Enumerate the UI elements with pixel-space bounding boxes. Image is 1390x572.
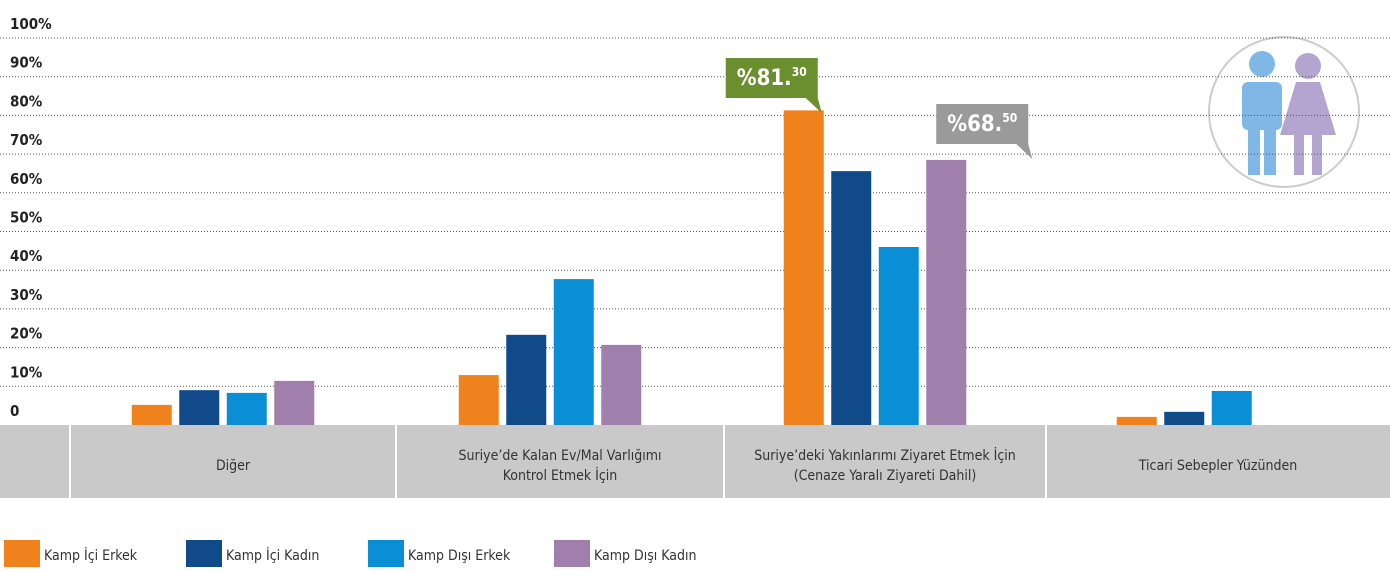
x-tick-line: Suriye’de Kalan Ev/Mal Varlığımı [459, 448, 662, 464]
legend-label: Kamp Dışı Erkek [408, 548, 511, 564]
bar [274, 381, 314, 425]
x-tick-label: Diğer [216, 458, 251, 474]
x-tick-line: Kontrol Etmek İçin [503, 466, 618, 484]
bar [1117, 417, 1157, 425]
bar [1164, 412, 1204, 425]
value-label-pointer [1016, 144, 1032, 159]
y-tick-label: 10% [10, 363, 43, 381]
y-tick-label: 40% [10, 247, 43, 265]
bar [506, 335, 546, 425]
value-label-decimal: 30 [792, 65, 807, 79]
legend-label: Kamp İçi Kadın [226, 546, 319, 564]
bar [459, 375, 499, 425]
legend-swatch [186, 540, 222, 567]
legend-swatch [4, 540, 40, 567]
y-tick-label: 70% [10, 131, 43, 149]
legend-label: Kamp Dışı Kadın [594, 548, 696, 564]
bar [926, 160, 966, 425]
legend-swatch [554, 540, 590, 567]
x-tick-line: (Cenaze Yaralı Ziyareti Dahil) [794, 468, 977, 484]
bar [132, 405, 172, 425]
bar [1212, 391, 1252, 425]
legend-label: Kamp İçi Erkek [44, 546, 138, 564]
x-tick-label: Ticari Sebepler Yüzünden [1138, 458, 1297, 474]
y-tick-label: 90% [10, 54, 43, 72]
y-tick-label: 100% [10, 15, 52, 33]
bar [831, 171, 871, 425]
value-label-main: %68. [947, 112, 1002, 137]
bar [554, 279, 594, 425]
bar [784, 110, 824, 425]
people-icon [1209, 37, 1359, 187]
y-tick-label: 60% [10, 170, 43, 188]
value-label-decimal: 50 [1002, 111, 1017, 125]
x-tick-line: Diğer [216, 458, 251, 474]
chart: 0 10% 20% 30% 40% 50% 60% 70% 80% 90% 100% Diğer Sur… [0, 0, 1390, 572]
y-tick-label: 80% [10, 92, 43, 110]
value-label-main: %81. [737, 66, 792, 91]
bar [601, 345, 641, 425]
x-tick-line: Suriye’deki Yakınlarımı Ziyaret Etmek İç… [754, 446, 1016, 464]
y-tick-label: 50% [10, 209, 43, 227]
y-tick-label: 30% [10, 286, 43, 304]
bar [179, 390, 219, 425]
bar [879, 247, 919, 425]
bar [227, 393, 267, 425]
y-tick-label: 0 [10, 402, 19, 420]
y-tick-label: 20% [10, 325, 43, 343]
legend-swatch [368, 540, 404, 567]
x-tick-line: Ticari Sebepler Yüzünden [1138, 458, 1297, 474]
